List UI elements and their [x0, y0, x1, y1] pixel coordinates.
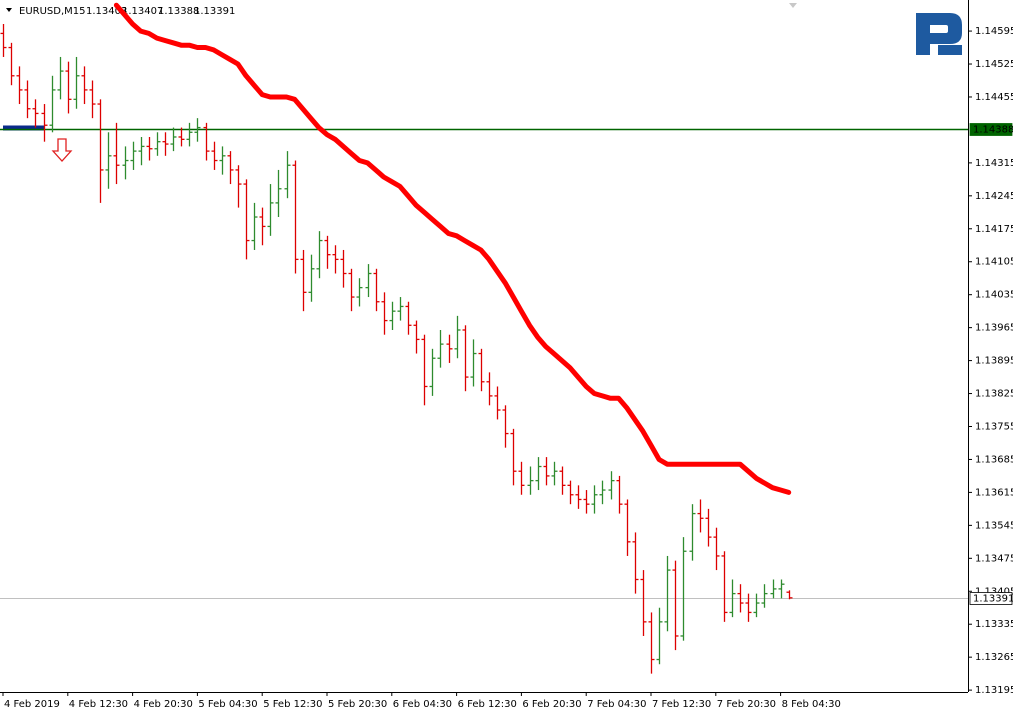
y-tick-label: 1.13615: [975, 487, 1013, 498]
bid-label: 1.13391: [973, 594, 1013, 605]
bid-label-box: [969, 592, 1013, 605]
shift-marker: [789, 3, 797, 8]
menu-triangle[interactable]: [6, 8, 12, 12]
x-tick-label: 5 Feb 12:30: [263, 699, 322, 710]
y-tick-label: 1.13265: [975, 652, 1013, 663]
y-tick-label: 1.13195: [975, 685, 1013, 696]
level-label: 1.14388: [973, 125, 1013, 136]
y-tick-label: 1.13545: [975, 520, 1013, 531]
moving-average: [113, 2, 792, 495]
y-tick-label: 1.13895: [975, 356, 1013, 367]
y-tick-label: 1.14245: [975, 191, 1013, 202]
header-close: 1.13391: [194, 6, 235, 17]
x-tick-label: 7 Feb 04:30: [587, 699, 646, 710]
x-tick-label: 6 Feb 12:30: [458, 699, 517, 710]
y-tick-label: 1.13825: [975, 389, 1013, 400]
y-tick-label: 1.13335: [975, 619, 1013, 630]
y-tick-label: 1.14105: [975, 257, 1013, 268]
x-tick-label: 4 Feb 12:30: [69, 699, 128, 710]
header-high: 1.13407: [122, 6, 163, 17]
y-tick-label: 1.14315: [975, 158, 1013, 169]
x-tick-label: 5 Feb 04:30: [198, 699, 257, 710]
sell-arrow[interactable]: [51, 138, 73, 162]
y-tick-label: 1.13755: [975, 421, 1013, 432]
x-tick-label: 5 Feb 20:30: [328, 699, 387, 710]
x-tick-label: 6 Feb 04:30: [393, 699, 452, 710]
y-tick-label: 1.14525: [975, 59, 1013, 70]
y-tick-label: 1.14595: [975, 26, 1013, 37]
header-open: 1.13403: [86, 6, 127, 17]
y-tick-label: 1.13405: [975, 586, 1013, 597]
y-tick-label: 1.14455: [975, 92, 1013, 103]
x-tick-label: 7 Feb 12:30: [652, 699, 711, 710]
x-tick-label: 4 Feb 2019: [4, 699, 60, 710]
x-tick-label: 4 Feb 20:30: [134, 699, 193, 710]
level-label-box: [969, 123, 1013, 136]
symbol-title: EURUSD,M15: [19, 6, 85, 17]
x-tick-label: 8 Feb 04:30: [782, 699, 841, 710]
x-tick-label: 6 Feb 20:30: [522, 699, 581, 710]
x-tick-label: 7 Feb 20:30: [717, 699, 776, 710]
y-tick-label: 1.13965: [975, 323, 1013, 334]
y-tick-label: 1.14035: [975, 290, 1013, 301]
header-low: 1.13388: [158, 6, 199, 17]
y-tick-label: 1.13475: [975, 553, 1013, 564]
logo: [916, 13, 962, 55]
y-tick-label: 1.13685: [975, 454, 1013, 465]
y-tick-label: 1.14175: [975, 224, 1013, 235]
